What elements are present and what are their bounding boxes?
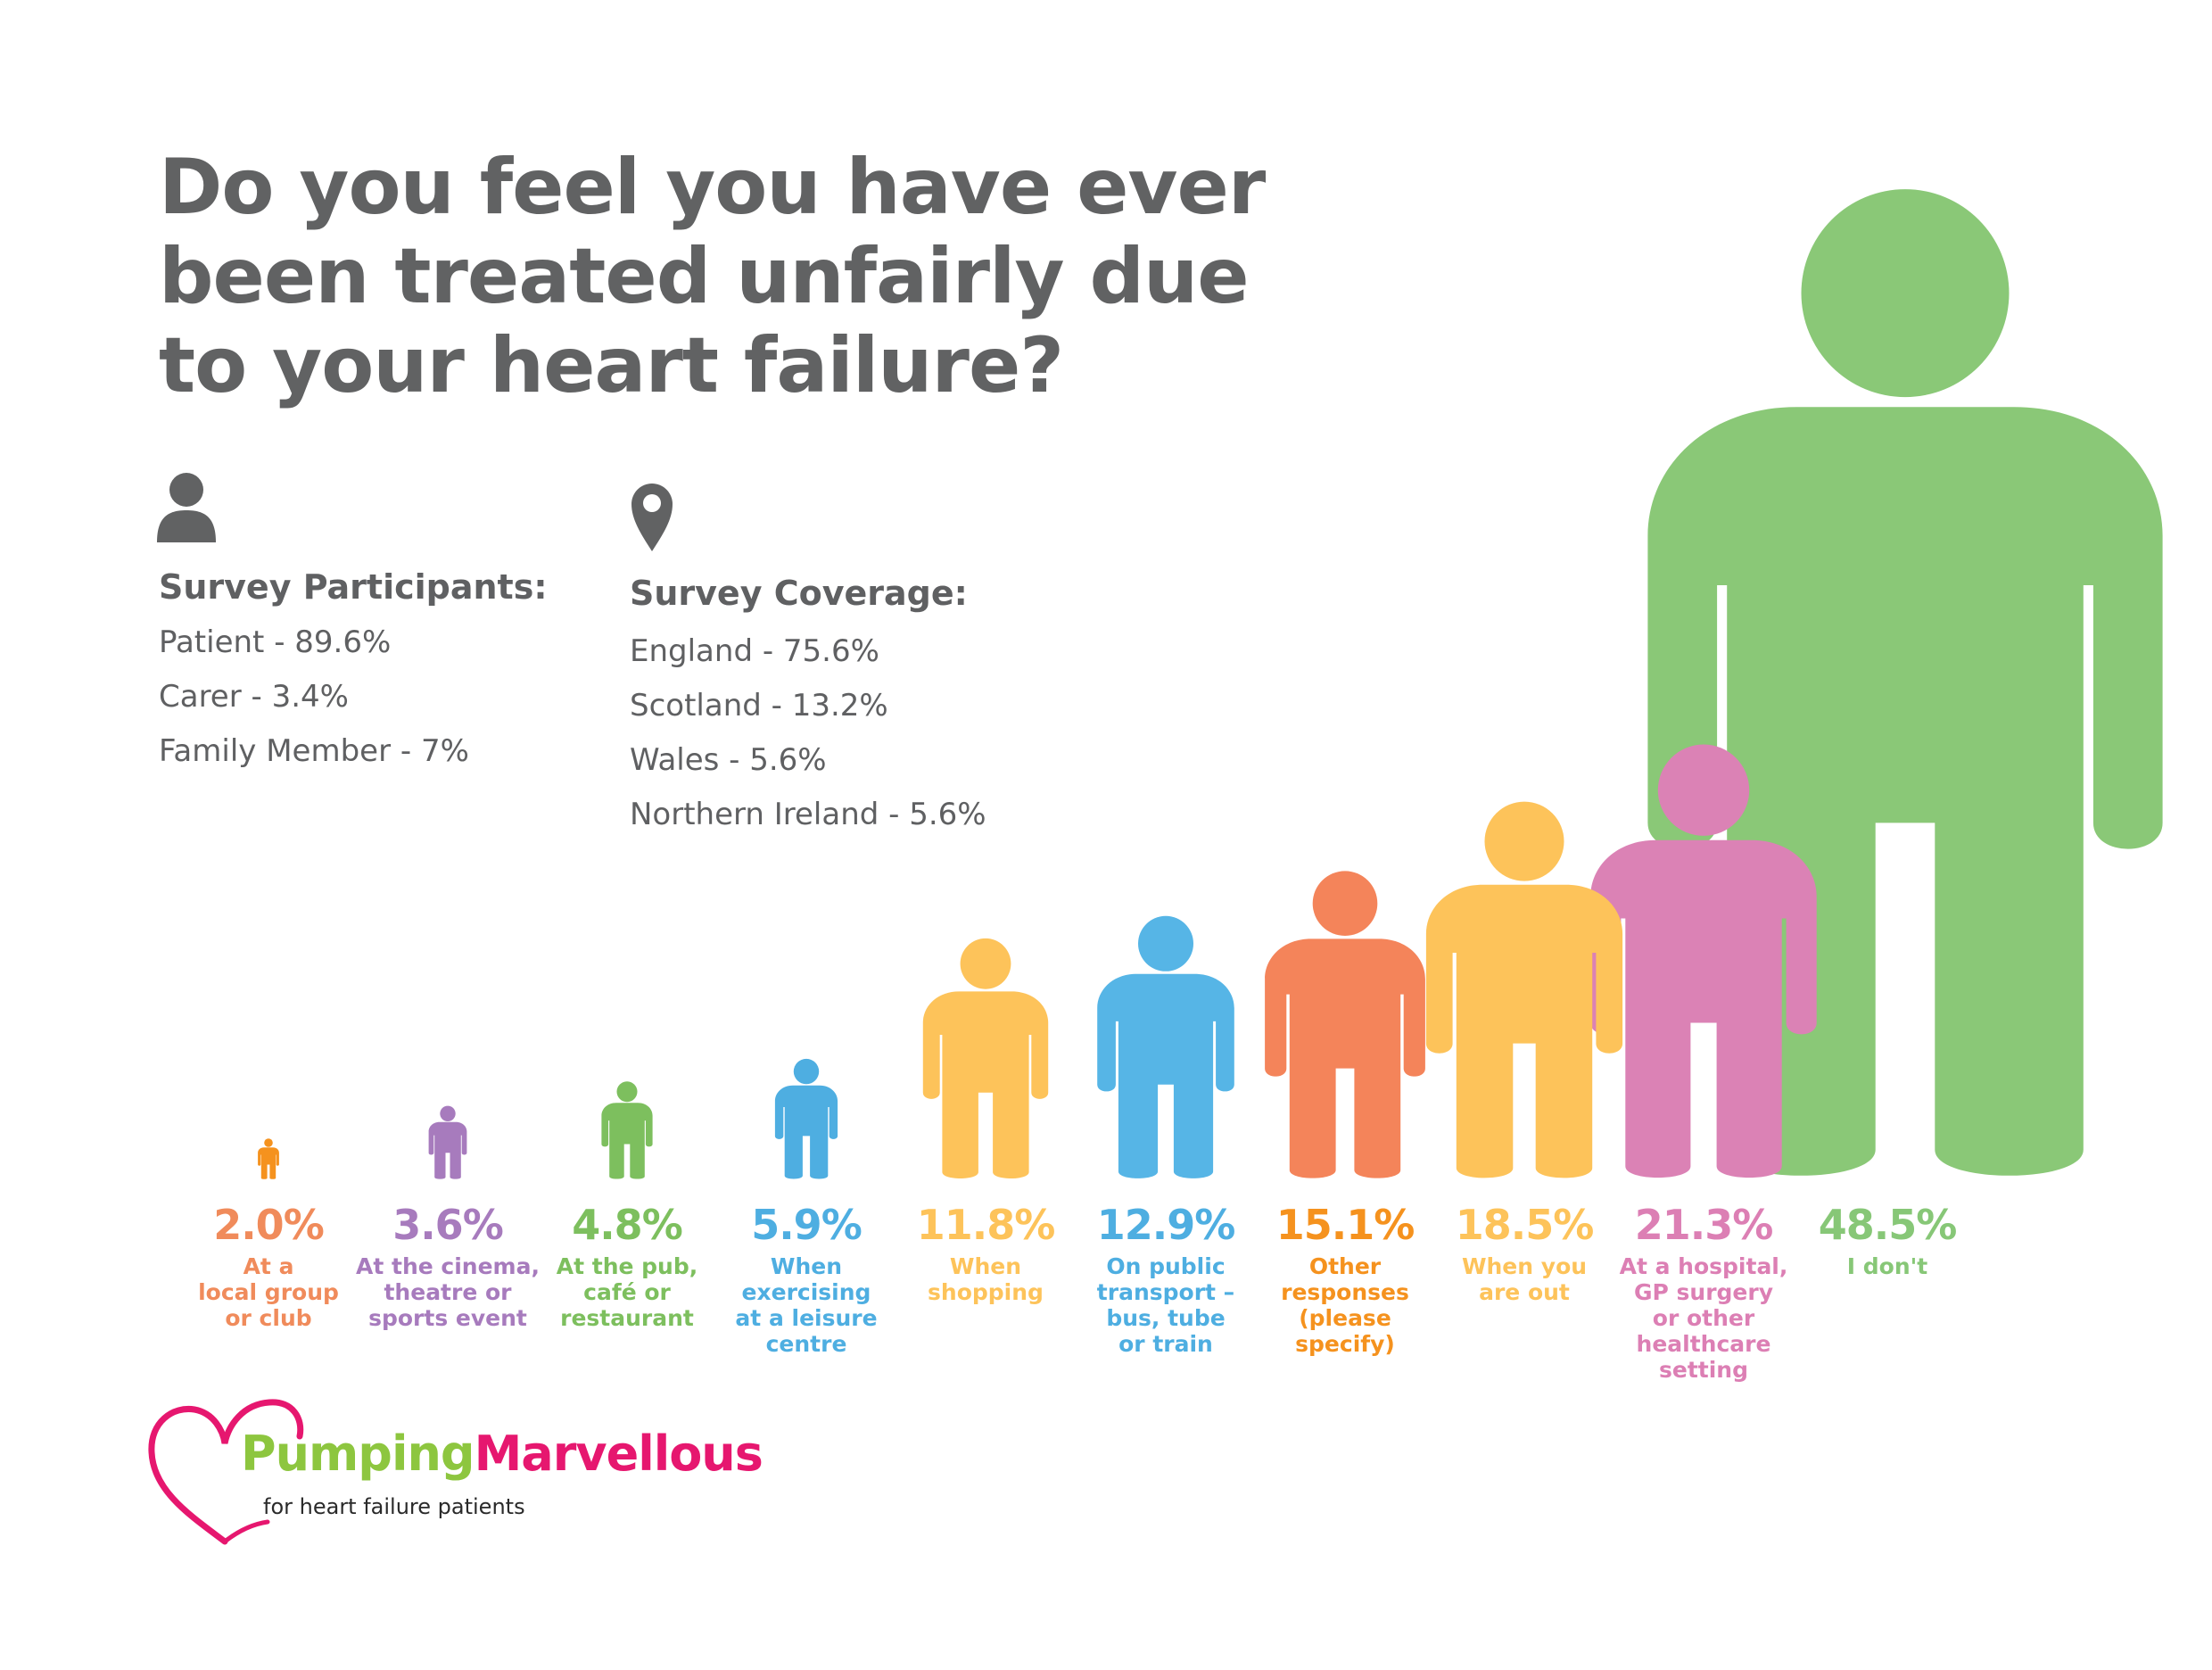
figure-body	[428, 1121, 467, 1179]
figure-body	[922, 991, 1049, 1179]
data-value-label: 4.8%	[572, 1201, 683, 1249]
data-value-label: 18.5%	[1455, 1201, 1595, 1249]
data-value-label: 15.1%	[1275, 1201, 1416, 1249]
data-value-label: 2.0%	[213, 1201, 325, 1249]
category-label: On public transport – bus, tube or train	[1096, 1253, 1235, 1357]
category-label: I don't	[1846, 1253, 1928, 1279]
coverage-item: Scotland - 13.2%	[630, 688, 888, 723]
data-value-label: 48.5%	[1818, 1201, 1958, 1249]
figure-body	[774, 1085, 838, 1179]
category-label: When shopping	[928, 1253, 1044, 1305]
coverage-item: Wales - 5.6%	[630, 742, 827, 778]
figure-head	[1657, 744, 1750, 836]
category-label: At a local group or club	[198, 1253, 339, 1331]
category-label: When you are out	[1461, 1253, 1588, 1305]
figure-body	[258, 1147, 279, 1179]
page-title: Do you feel you have ever been treated u…	[159, 143, 1266, 410]
coverage-item: England - 75.6%	[630, 633, 879, 669]
person-figure-mark	[1425, 801, 1623, 1178]
coverage-heading: Survey Coverage:	[630, 574, 968, 613]
participants-list: Patient - 89.6% Carer - 3.4% Family Memb…	[159, 616, 469, 779]
participants-item: Carer - 3.4%	[159, 679, 349, 715]
category-label: At a hospital, GP surgery or other healthca…	[1619, 1253, 1788, 1383]
person-figure-mark	[774, 1058, 838, 1179]
data-value-label: 11.8%	[916, 1201, 1056, 1249]
figure-body	[1425, 884, 1623, 1178]
logo-name-part2: Marvellous	[474, 1426, 763, 1482]
figure-head	[1312, 871, 1378, 936]
figure-body	[601, 1103, 653, 1179]
logo-name-part1: Pumping	[241, 1426, 475, 1482]
category-label: When exercising at a leisure centre	[735, 1253, 878, 1357]
data-value-label: 21.3%	[1634, 1201, 1774, 1249]
person-figure-mark	[258, 1138, 279, 1179]
data-value-label: 3.6%	[392, 1201, 504, 1249]
figure-head	[440, 1105, 456, 1122]
figure-head	[264, 1138, 273, 1147]
coverage-list: England - 75.6% Scotland - 13.2% Wales -…	[630, 624, 986, 842]
participants-item: Patient - 89.6%	[159, 624, 392, 660]
category-label: At the cinema, theatre or sports event	[356, 1253, 540, 1331]
logo-wordmark: PumpingMarvellous	[241, 1426, 763, 1482]
category-label: At the pub, café or restaurant	[556, 1253, 698, 1331]
data-value-label: 12.9%	[1096, 1201, 1236, 1249]
person-figure-mark	[1265, 871, 1425, 1178]
logo-tagline: for heart failure patients	[263, 1494, 525, 1519]
location-pin-icon	[631, 484, 673, 551]
figure-head	[1801, 189, 2010, 398]
data-value-label: 5.9%	[751, 1201, 863, 1249]
person-figure-mark	[428, 1105, 467, 1179]
figure-body	[1590, 839, 1817, 1178]
coverage-item: Northern Ireland - 5.6%	[630, 797, 986, 832]
person-figure-mark	[601, 1081, 653, 1179]
participants-heading: Survey Participants:	[159, 567, 548, 607]
figure-head	[1138, 915, 1193, 971]
participants-item: Family Member - 7%	[159, 733, 469, 769]
figure-head	[960, 938, 1011, 989]
person-figure-mark	[1590, 744, 1817, 1178]
person-figure-mark	[922, 938, 1049, 1179]
figure-body	[1265, 938, 1425, 1178]
figure-head	[1484, 801, 1564, 881]
figure-head	[616, 1081, 638, 1103]
heart-outline-icon	[148, 1399, 304, 1545]
pumping-marvellous-logo: PumpingMarvellous for heart failure pati…	[143, 1392, 821, 1552]
figure-body	[1097, 973, 1234, 1178]
figure-head	[793, 1058, 820, 1085]
person-icon	[157, 473, 216, 542]
category-label: Other responses (please specify)	[1281, 1253, 1409, 1357]
person-figure-mark	[1097, 915, 1234, 1178]
